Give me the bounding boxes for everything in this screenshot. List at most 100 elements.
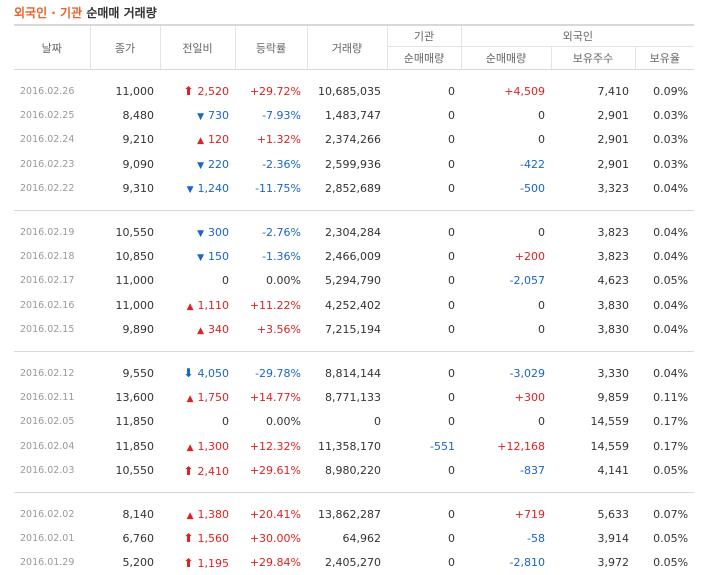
ratio-cell: 0.04% [653,323,689,337]
arrow-down-icon: ▼ [186,185,194,196]
table-row: 2016.02.03 10,550 ⬆ 2,410 +29.61% 8,980,220 0 -… [14,458,694,482]
rate-cell: +20.41% [249,507,301,521]
holdings-cell: 3,823 [597,250,630,264]
holdings-cell: 2,901 [597,133,630,147]
close-cell: 9,550 [122,366,155,380]
holdings-cell: 4,623 [597,274,630,288]
inst-net-cell: 0 [448,250,455,264]
table-row: 2016.02.16 11,000 ▲ 1,110 +11.22% 4,252,402 0 0… [14,293,694,317]
table-row: 2016.01.29 5,200 ⬆ 1,195 +29.84% 2,405,270 0 -2… [14,551,694,575]
table-row: 2016.02.15 9,890 ▲ 340 +3.56% 7,215,194 0 0 3,83… [14,318,694,342]
header-change: 전일비 [159,25,235,70]
holdings-cell: 3,330 [597,366,630,380]
arrow-up-icon: ⬆ [183,531,194,546]
holdings-cell: 14,559 [590,415,630,429]
title-accent: 외국인 · 기관 [14,6,83,20]
volume-cell: 13,862,287 [318,507,381,521]
date-cell: 2016.02.23 [20,158,75,170]
header-date: 날짜 [14,25,90,70]
change-value: 1,240 [197,182,230,196]
table-row: 2016.02.12 9,550 ⬇ 4,050 -29.78% 8,814,144 0 -3… [14,361,694,385]
table-row: 2016.02.01 6,760 ⬆ 1,560 +30.00% 64,962 0 -58 3,… [14,526,694,550]
close-cell: 11,000 [115,298,155,312]
close-cell: 8,480 [122,109,155,123]
foreign-net-cell: 0 [538,323,545,337]
foreign-net-cell: +200 [514,250,545,264]
date-cell: 2016.02.04 [20,440,75,452]
inst-net-cell: 0 [448,531,455,545]
foreign-net-cell: -2,057 [509,274,545,288]
change-value: 2,520 [197,85,230,99]
close-cell: 8,140 [122,507,155,521]
arrow-up-icon: ⬆ [183,463,194,478]
foreign-net-cell: -500 [520,182,545,196]
arrow-down-icon: ▼ [197,112,204,123]
ratio-cell: 0.17% [653,439,689,453]
close-cell: 6,760 [122,531,155,545]
close-cell: 10,850 [115,250,155,264]
holdings-cell: 7,410 [597,84,630,98]
date-cell: 2016.02.12 [20,367,75,379]
change-value: 220 [208,157,229,171]
change-cell: ▼ 300 [160,220,235,244]
arrow-down-icon: ⬇ [183,366,194,381]
inst-net-cell: 0 [448,109,455,123]
table-row: 2016.02.25 8,480 ▼ 730 -7.93% 1,483,747 0 0 2,90… [14,103,694,127]
close-cell: 11,850 [115,415,155,429]
header-rate: 등락률 [234,25,307,70]
change-value: 0 [222,415,229,429]
holdings-cell: 3,830 [597,298,630,312]
date-cell: 2016.01.29 [20,557,75,569]
close-cell: 5,200 [122,556,155,570]
table-row: 2016.02.24 9,210 ▲ 120 +1.32% 2,374,266 0 0 2,90… [14,128,694,152]
change-cell: 0 [160,410,235,434]
foreign-net-cell: -58 [527,531,545,545]
rate-cell: +29.61% [249,464,301,478]
arrow-up-icon: ▲ [186,393,194,404]
change-value: 1,300 [197,439,230,453]
table-row: 2016.02.22 9,310 ▼ 1,240 -11.75% 2,852,689 0 -5… [14,177,694,201]
change-value: 0 [222,274,229,288]
table-row: 2016.02.17 11,000 0 0.00% 5,294,790 0 -2,057 4,… [14,269,694,293]
group-gap [14,483,694,493]
change-cell: 0 [160,269,235,293]
ratio-cell: 0.05% [653,556,689,570]
change-value: 1,380 [197,507,230,521]
date-cell: 2016.02.19 [20,226,75,238]
change-value: 150 [208,250,229,264]
inst-net-cell: -551 [430,439,455,453]
table-row: 2016.02.05 11,850 0 0.00% 0 0 0 14,559 0.17% [14,410,694,434]
change-cell: ⬆ 1,195 [160,551,235,575]
ratio-cell: 0.04% [653,298,689,312]
change-value: 340 [208,323,229,337]
header-close: 종가 [89,25,160,70]
foreign-net-cell: -837 [520,464,545,478]
rate-cell: +14.77% [249,390,301,404]
inst-net-cell: 0 [448,390,455,404]
change-cell: ⬆ 2,520 [160,79,235,103]
table-row: 2016.02.04 11,850 ▲ 1,300 +12.32% 11,358,170 -… [14,434,694,458]
foreign-net-cell: 0 [538,109,545,123]
table-row: 2016.02.19 10,550 ▼ 300 -2.76% 2,304,284 0 0 3,8… [14,220,694,244]
change-cell: ▲ 1,380 [160,502,235,526]
close-cell: 10,550 [115,464,155,478]
change-cell: ▼ 1,240 [160,177,235,201]
volume-cell: 11,358,170 [318,439,381,453]
foreign-net-cell: -2,810 [509,556,545,570]
change-cell: ▲ 1,110 [160,293,235,317]
rate-cell: 0.00% [266,274,301,288]
arrow-up-icon: ⬆ [183,84,194,99]
ratio-cell: 0.11% [653,390,689,404]
arrow-down-icon: ▼ [197,160,204,171]
inst-net-cell: 0 [448,274,455,288]
inst-net-cell: 0 [448,157,455,171]
date-cell: 2016.02.03 [20,465,75,477]
date-cell: 2016.02.17 [20,275,75,287]
close-cell: 9,890 [122,323,155,337]
volume-cell: 5,294,790 [325,274,381,288]
ratio-cell: 0.03% [653,157,689,171]
header-foreign-net: 순매매량 [460,46,551,70]
change-value: 1,195 [197,556,230,570]
change-cell: ▼ 730 [160,103,235,127]
arrow-down-icon: ▼ [197,228,204,239]
